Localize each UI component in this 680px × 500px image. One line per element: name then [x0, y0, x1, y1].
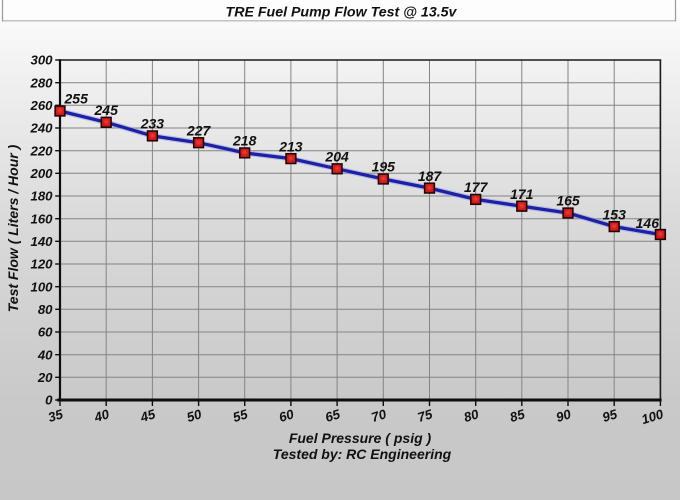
- svg-text:204: 204: [324, 149, 349, 165]
- svg-text:220: 220: [29, 143, 53, 158]
- svg-text:255: 255: [64, 91, 89, 107]
- svg-text:90: 90: [554, 406, 573, 425]
- svg-text:120: 120: [30, 257, 53, 272]
- svg-text:45: 45: [138, 406, 158, 425]
- svg-text:20: 20: [37, 370, 53, 385]
- svg-text:0: 0: [45, 393, 53, 408]
- svg-text:85: 85: [508, 406, 527, 425]
- svg-text:180: 180: [30, 189, 53, 204]
- svg-text:100: 100: [640, 406, 666, 427]
- svg-text:218: 218: [232, 133, 257, 149]
- svg-text:100: 100: [30, 279, 53, 294]
- svg-text:75: 75: [416, 406, 435, 425]
- svg-text:60: 60: [38, 325, 53, 340]
- svg-text:240: 240: [29, 121, 53, 136]
- svg-text:35: 35: [46, 406, 65, 425]
- svg-text:200: 200: [29, 166, 53, 181]
- svg-text:60: 60: [277, 406, 296, 425]
- svg-text:140: 140: [30, 234, 53, 249]
- svg-text:40: 40: [92, 406, 112, 425]
- svg-text:227: 227: [186, 122, 212, 138]
- svg-text:187: 187: [418, 168, 443, 184]
- svg-text:95: 95: [600, 406, 619, 425]
- svg-text:Test Flow ( Liters / Hour ): Test Flow ( Liters / Hour ): [5, 144, 21, 312]
- svg-text:80: 80: [38, 302, 53, 317]
- svg-text:177: 177: [464, 179, 489, 195]
- svg-text:195: 195: [372, 159, 396, 175]
- svg-text:160: 160: [30, 211, 53, 226]
- svg-text:65: 65: [323, 406, 342, 425]
- svg-text:213: 213: [278, 138, 303, 154]
- svg-text:Fuel Pressure ( psig ): Fuel Pressure ( psig ): [289, 430, 432, 446]
- svg-text:Tested by: RC Engineering: Tested by: RC Engineering: [273, 446, 452, 462]
- svg-text:80: 80: [462, 406, 481, 425]
- svg-text:TRE Fuel Pump Flow Test @ 13.5: TRE Fuel Pump Flow Test @ 13.5v: [226, 4, 458, 20]
- svg-text:280: 280: [29, 75, 53, 90]
- svg-text:50: 50: [185, 406, 204, 425]
- svg-text:70: 70: [370, 406, 389, 425]
- svg-text:165: 165: [556, 193, 580, 209]
- svg-text:245: 245: [94, 102, 119, 118]
- svg-text:40: 40: [37, 347, 53, 362]
- svg-text:55: 55: [231, 406, 250, 425]
- svg-text:153: 153: [603, 206, 627, 222]
- svg-text:171: 171: [510, 186, 534, 202]
- svg-text:300: 300: [30, 53, 53, 68]
- svg-text:146: 146: [636, 215, 660, 231]
- svg-text:260: 260: [29, 98, 53, 113]
- svg-text:233: 233: [140, 116, 165, 132]
